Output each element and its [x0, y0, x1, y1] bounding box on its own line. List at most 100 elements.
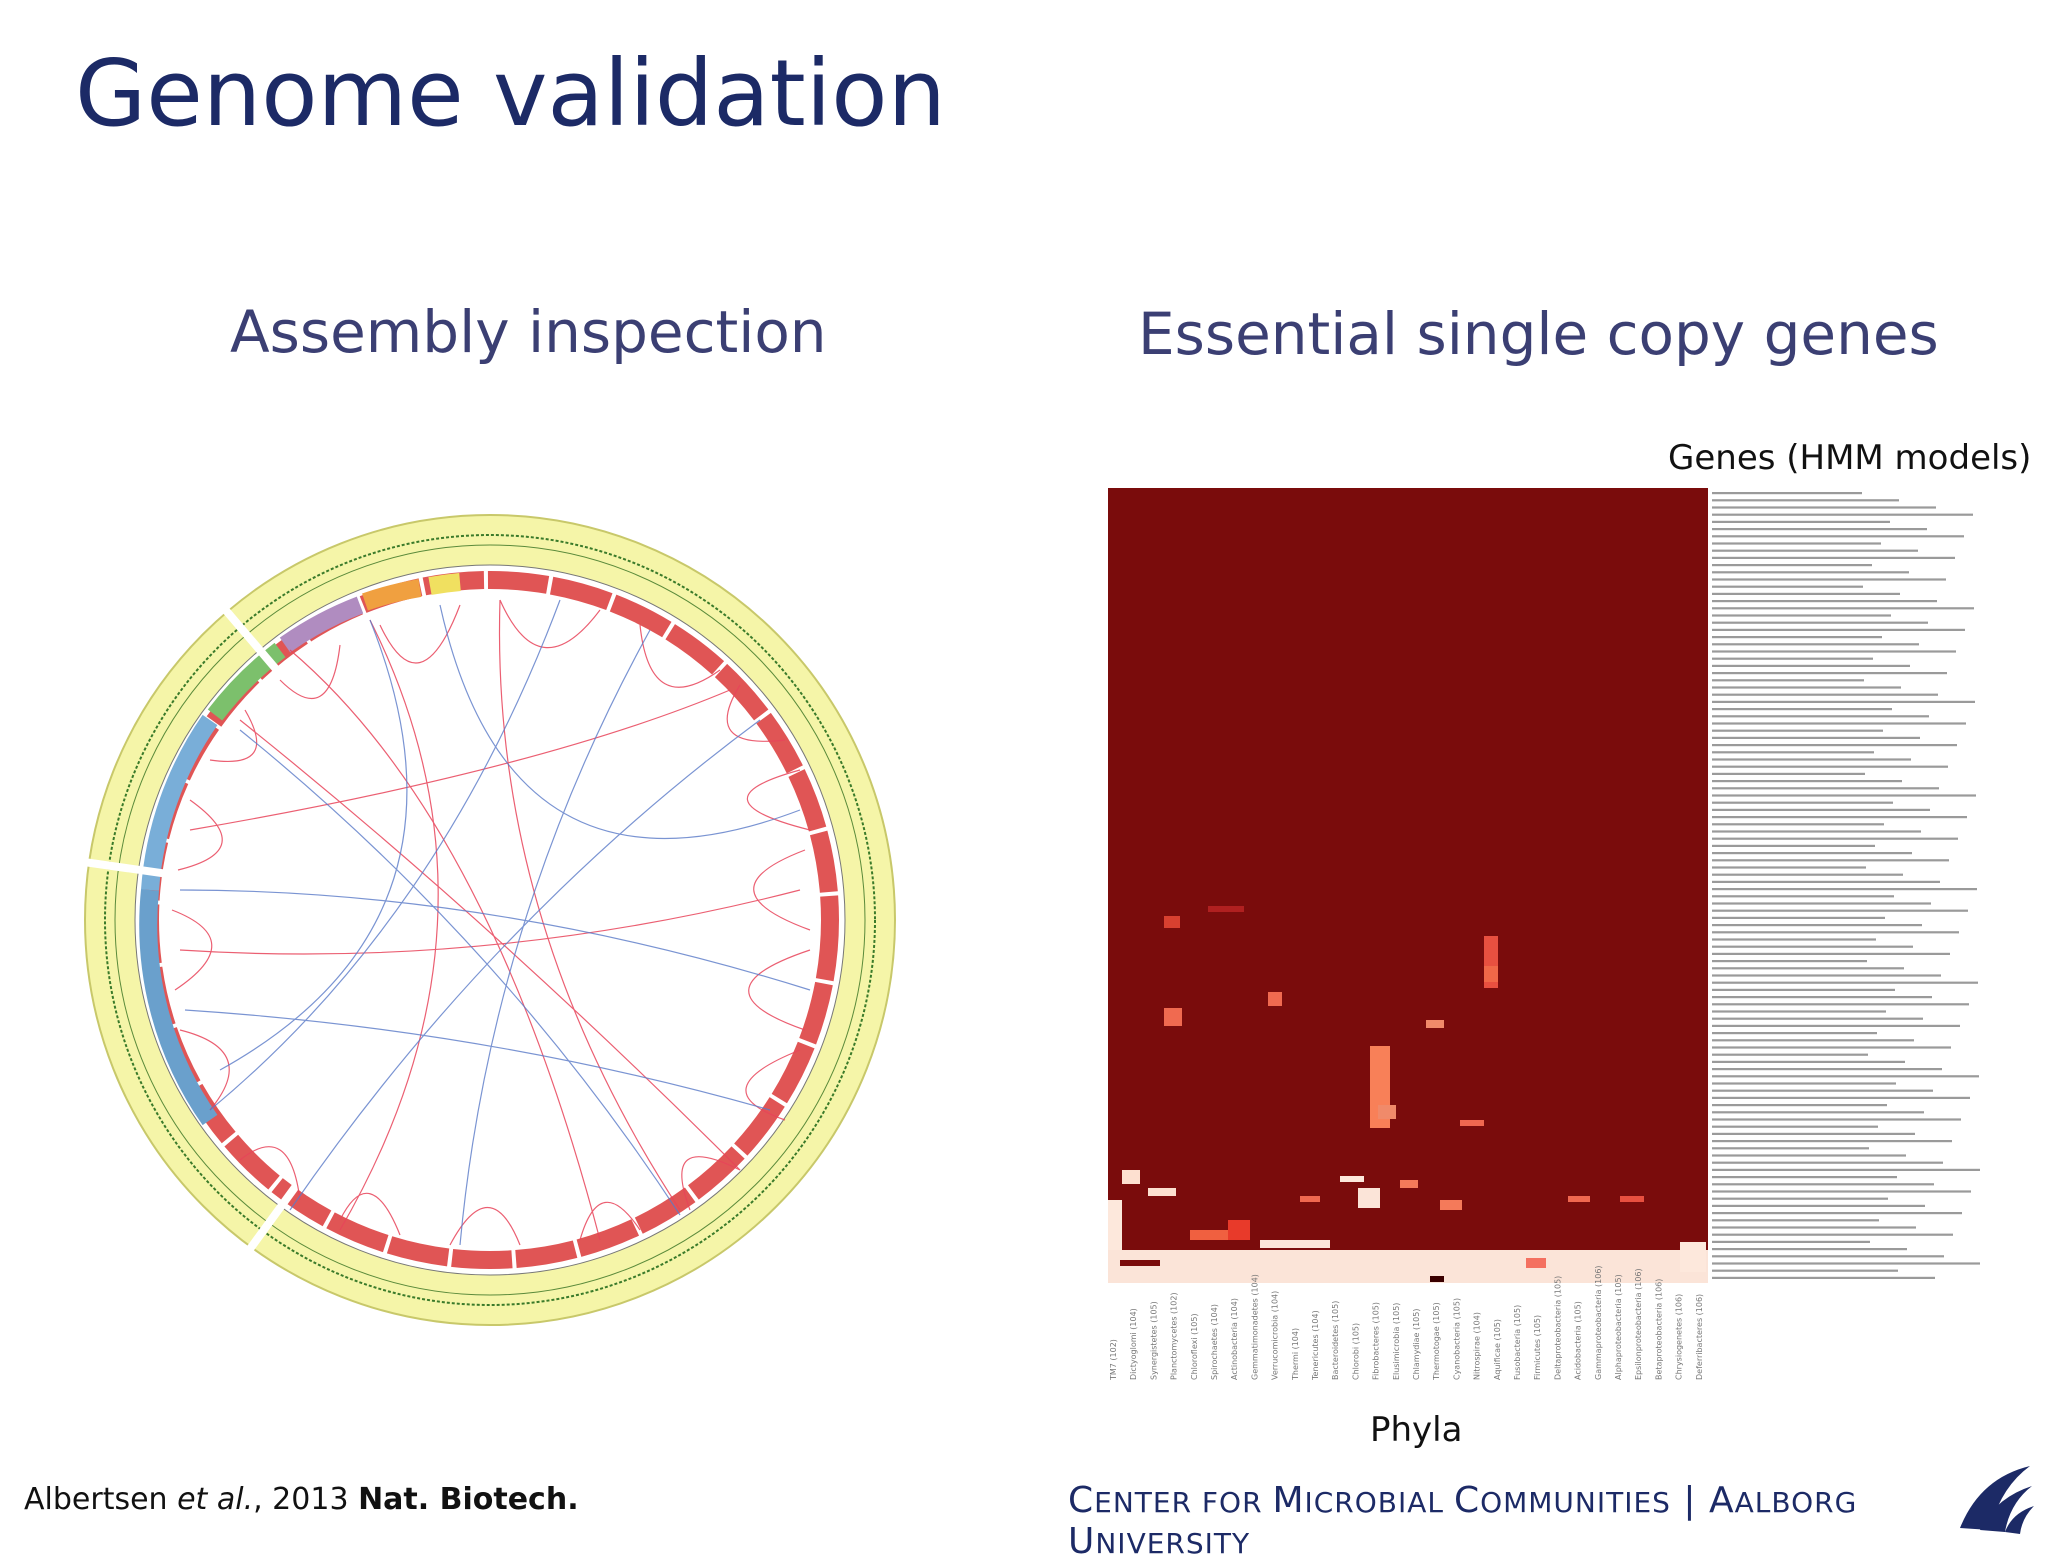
gene-label-line — [1712, 700, 1975, 703]
phylum-label: Thermotogae (105) — [1432, 1302, 1441, 1381]
gene-label-line — [1712, 844, 1875, 847]
phylum-label: Verrucomicrobia (104) — [1271, 1291, 1280, 1380]
gene-label-line — [1712, 528, 1927, 531]
gene-label-line — [1712, 960, 1867, 963]
gene-label-line — [1712, 830, 1921, 833]
phylum-label: Dictyoglomi (104) — [1129, 1308, 1138, 1380]
phylum-label: Actinobacteria (104) — [1230, 1298, 1239, 1380]
gene-label-line — [1712, 628, 1965, 631]
gene-label-line — [1712, 1255, 1944, 1258]
gene-label-line — [1712, 1140, 1952, 1143]
gene-label-line — [1712, 794, 1976, 797]
gene-label-line — [1712, 564, 1872, 567]
gene-label-line — [1712, 736, 1920, 739]
gene-label-line — [1712, 1075, 1979, 1078]
gene-label-line — [1712, 1132, 1915, 1135]
gene-label-line — [1712, 816, 1967, 819]
gene-label-line — [1712, 607, 1974, 610]
phylum-label: Spirochaetes (104) — [1210, 1304, 1219, 1380]
gene-label-line — [1712, 1176, 1897, 1179]
gene-label-line — [1712, 614, 1891, 617]
phylum-label: Firmicutes (105) — [1533, 1315, 1542, 1380]
phylum-label: Elusimicrobia (105) — [1392, 1303, 1401, 1380]
gene-label-line — [1712, 1068, 1942, 1071]
gene-label-line — [1712, 1017, 1923, 1020]
gene-label-line — [1712, 1233, 1953, 1236]
gene-label-line — [1712, 938, 1876, 941]
gene-label-line — [1712, 513, 1973, 516]
citation-etal: et al. — [177, 1482, 254, 1517]
gene-label-line — [1712, 542, 1881, 545]
gene-label-line — [1712, 988, 1895, 991]
heatmap-background — [1108, 488, 1708, 1283]
gene-label-line — [1712, 1219, 1879, 1222]
gene-label-line — [1712, 888, 1977, 891]
phylum-label: Betaproteobacteria (106) — [1654, 1279, 1663, 1380]
phylum-label: Bacteroidetes (105) — [1331, 1301, 1340, 1380]
gene-label-line — [1712, 1104, 1887, 1107]
gene-label-line — [1712, 729, 1883, 732]
gene-label-line — [1712, 672, 1947, 675]
citation: Albertsen et al., 2013 Nat. Biotech. — [24, 1482, 579, 1517]
gene-label-line — [1712, 1190, 1971, 1193]
gene-label-line — [1712, 772, 1865, 775]
phylum-label: Deltaproteobacteria (105) — [1553, 1276, 1562, 1380]
slide-title: Genome validation — [75, 40, 946, 147]
gene-label-line — [1712, 859, 1949, 862]
gene-label-line — [1712, 657, 1873, 660]
gene-label-line — [1712, 981, 1978, 984]
gene-label-line — [1712, 902, 1931, 905]
footer-institution: CENTER FOR MICROBIAL COMMUNITIES | AALBO… — [1068, 1480, 1858, 1562]
gene-label-line — [1712, 600, 1937, 603]
gene-label-line — [1712, 578, 1946, 581]
gene-label-line — [1712, 801, 1893, 804]
phylum-label: Alphaproteobacteria (105) — [1614, 1274, 1623, 1380]
gene-label-line — [1712, 1082, 1896, 1085]
citation-author: Albertsen — [24, 1482, 178, 1517]
gene-label-line — [1712, 945, 1913, 948]
gene-label-line — [1712, 931, 1959, 934]
gene-label-line — [1712, 1197, 1888, 1200]
phylum-label: TM7 (102) — [1109, 1339, 1118, 1381]
gene-label-line — [1712, 744, 1957, 747]
gene-label-line — [1712, 636, 1882, 639]
essential-genes-heading: Essential single copy genes — [1138, 300, 1939, 368]
gene-label-line — [1712, 1161, 1943, 1164]
phylum-label: Gemmatimonadetes (104) — [1250, 1274, 1259, 1380]
gene-label-line — [1712, 1212, 1962, 1215]
gene-label-line — [1712, 506, 1936, 509]
gene-label-line — [1712, 621, 1928, 624]
gene-label-line — [1712, 686, 1901, 689]
phylum-label: Chloroflexi (105) — [1190, 1313, 1199, 1380]
gene-label-line — [1712, 895, 1894, 898]
gene-label-line — [1712, 1248, 1907, 1251]
gene-label-line — [1712, 758, 1911, 761]
gene-label-line — [1712, 585, 1863, 588]
gene-label-line — [1712, 967, 1904, 970]
phylum-label: Planctomycetes (102) — [1170, 1292, 1179, 1380]
gene-label-line — [1712, 693, 1938, 696]
gene-label-line — [1712, 1039, 1914, 1042]
gene-label-line — [1712, 823, 1884, 826]
gene-label-line — [1712, 499, 1899, 502]
gene-label-line — [1712, 1010, 1886, 1013]
gene-label-line — [1712, 866, 1866, 869]
gene-label-line — [1712, 715, 1929, 718]
gene-label-line — [1712, 1204, 1925, 1207]
circos-coverage-track — [104, 534, 876, 1306]
gene-label-line — [1712, 1089, 1933, 1092]
heatmap-cells — [1108, 906, 1708, 1283]
gene-label-line — [1712, 751, 1874, 754]
gene-label-line — [1712, 787, 1939, 790]
gene-label-line — [1712, 1046, 1951, 1049]
gene-label-line — [1712, 873, 1903, 876]
gene-label-line — [1712, 1226, 1916, 1229]
phylum-label: Chrysiogenetes (106) — [1675, 1294, 1684, 1380]
gene-label-line — [1712, 643, 1919, 646]
phylum-label: Synergistetes (105) — [1149, 1301, 1158, 1380]
gene-label-line — [1712, 1096, 1970, 1099]
phylum-label: Cyanobacteria (105) — [1452, 1298, 1461, 1380]
gene-label-line — [1712, 952, 1950, 955]
gene-label-line — [1712, 852, 1912, 855]
citation-year: , 2013 — [253, 1482, 359, 1517]
